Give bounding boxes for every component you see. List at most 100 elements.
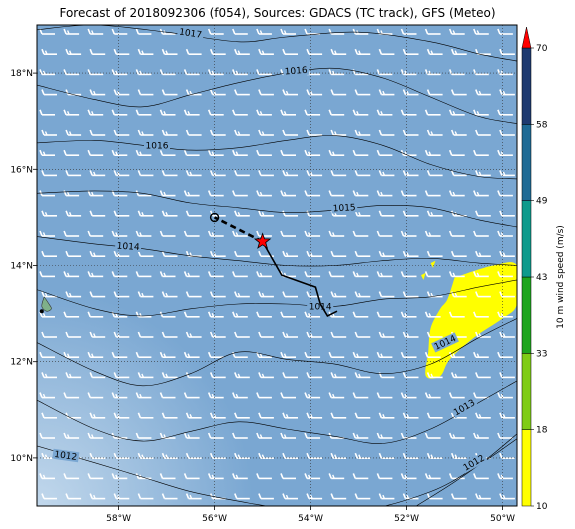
wind-barb <box>63 311 80 318</box>
wind-barb <box>137 210 154 217</box>
wind-barb <box>135 351 152 359</box>
colorbar-segment <box>521 124 532 201</box>
wind-barb <box>65 291 82 298</box>
wind-barb <box>402 452 419 460</box>
wind-barb <box>232 230 248 237</box>
wind-barb <box>450 291 467 298</box>
wind-barb <box>234 48 250 56</box>
wind-barb <box>378 48 395 56</box>
wind-barb <box>232 149 248 156</box>
wind-barb <box>306 291 323 298</box>
wind-barb <box>473 230 489 237</box>
wind-barb <box>497 28 513 35</box>
wind-barb <box>65 250 82 258</box>
wind-barb <box>328 271 345 278</box>
wind-barb <box>185 493 202 500</box>
wind-barb <box>354 129 371 136</box>
wind-barb <box>400 69 417 76</box>
wind-barb <box>207 69 224 76</box>
wind-barb <box>328 351 345 359</box>
wind-barb <box>499 48 515 56</box>
wind-barb <box>475 372 491 379</box>
wind-barb <box>256 69 272 76</box>
wind-barb <box>207 190 224 197</box>
wind-barb <box>448 432 465 439</box>
wind-barb <box>352 351 369 359</box>
island-marker <box>39 309 44 314</box>
wind-barb <box>207 432 224 439</box>
wind-barb <box>234 210 250 217</box>
wind-barb <box>258 412 274 419</box>
wind-barb <box>402 129 419 136</box>
x-tick-label: 58°W <box>106 514 131 524</box>
wind-barb <box>135 230 152 237</box>
wind-barb <box>473 28 489 35</box>
wind-barb <box>402 170 419 177</box>
wind-barb <box>258 331 274 338</box>
wind-barb <box>330 331 347 338</box>
wind-barb <box>161 493 178 500</box>
wind-barb <box>39 311 55 318</box>
wind-barb <box>161 412 178 419</box>
wind-barb <box>330 412 347 419</box>
island-shape <box>41 296 52 312</box>
wind-barb <box>161 170 178 177</box>
wind-barb <box>499 170 515 177</box>
wind-barb <box>111 271 128 278</box>
wind-barb <box>497 271 513 278</box>
wind-barb <box>65 210 82 217</box>
wind-barb <box>400 190 417 197</box>
wind-barb <box>450 493 467 500</box>
wind-barb <box>378 331 395 338</box>
wind-barb <box>39 271 55 278</box>
wind-barb <box>89 452 106 460</box>
wind-barb <box>159 473 176 480</box>
wind-barb <box>378 372 395 379</box>
wind-barb <box>89 412 106 419</box>
wind-barb <box>87 69 104 76</box>
wind-barb <box>89 129 106 136</box>
wind-barb <box>499 372 515 379</box>
wind-barb <box>113 412 130 419</box>
wind-barb <box>280 190 296 197</box>
wind-barb <box>473 109 489 116</box>
wind-barb <box>256 230 272 237</box>
wind-barb <box>280 230 296 237</box>
wind-barb <box>378 210 395 217</box>
wind-barb <box>448 28 465 35</box>
wind-barb <box>448 271 465 278</box>
wind-barb <box>352 392 369 399</box>
wind-barb <box>304 392 321 399</box>
wind-barb <box>39 69 55 76</box>
isobar-label: 1014 <box>116 241 140 253</box>
wind-barb <box>424 271 441 278</box>
wind-barb <box>280 311 296 318</box>
wind-barb <box>426 210 443 217</box>
wind-barb <box>41 89 57 96</box>
wind-barb <box>376 190 393 197</box>
wind-barb <box>424 28 441 35</box>
wind-barb <box>113 210 130 217</box>
wind-speed-area <box>421 260 517 379</box>
wind-barb <box>424 473 441 480</box>
wind-barb <box>304 149 321 156</box>
wind-barb <box>159 149 176 156</box>
wind-barb <box>89 493 106 500</box>
wind-barb <box>207 311 224 318</box>
wind-barb <box>207 149 224 156</box>
wind-barb <box>111 109 128 116</box>
wind-barb <box>330 493 347 500</box>
isobar-line <box>37 190 517 228</box>
wind-barb <box>137 170 154 177</box>
wind-barb <box>282 48 298 56</box>
wind-barb <box>185 412 202 419</box>
wind-barb <box>137 48 154 56</box>
wind-barb <box>376 311 393 318</box>
colorbar-extend-arrow <box>521 26 532 49</box>
wind-barb <box>63 149 80 156</box>
wind-barb <box>234 331 250 338</box>
wind-barb <box>306 129 323 136</box>
wind-barb <box>328 190 345 197</box>
wind-barb <box>282 452 298 460</box>
wind-barb <box>111 392 128 399</box>
